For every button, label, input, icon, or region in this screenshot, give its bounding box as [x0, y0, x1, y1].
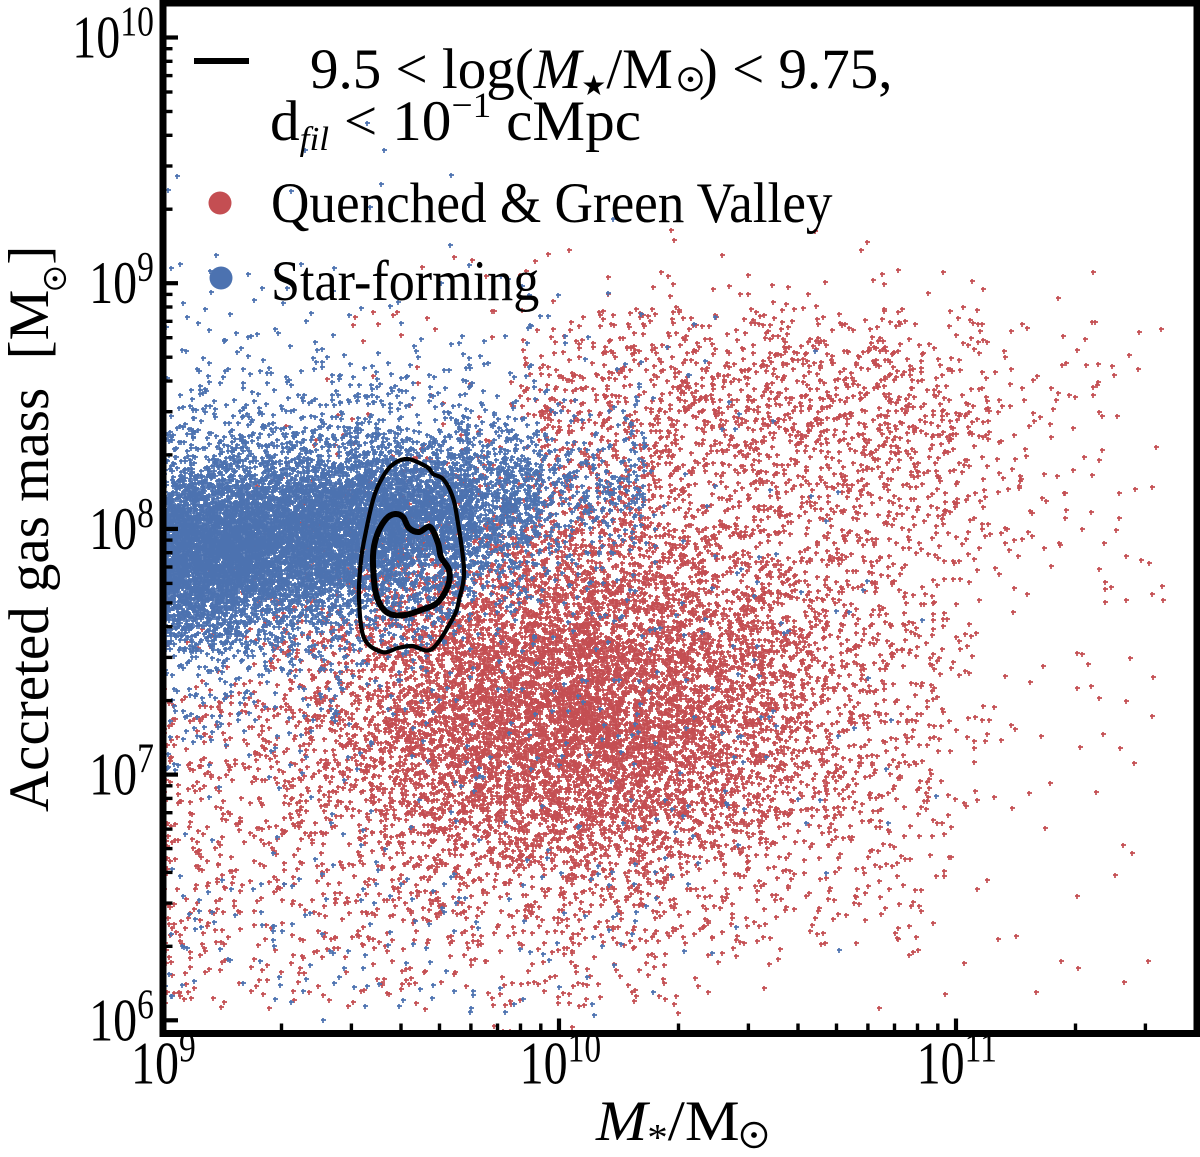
svg-text:M*/M: M*/M	[595, 1089, 740, 1157]
svg-text:Quenched & Green Valley: Quenched & Green Valley	[271, 171, 833, 234]
svg-text:1010: 1010	[72, 0, 154, 71]
svg-text:Accreted gas mass [M]: Accreted gas mass [M]	[0, 246, 61, 812]
svg-text:109: 109	[131, 1025, 196, 1097]
svg-text:107: 107	[89, 736, 154, 808]
svg-text:Star-forming: Star-forming	[271, 249, 539, 313]
svg-text:1011: 1011	[917, 1025, 997, 1097]
